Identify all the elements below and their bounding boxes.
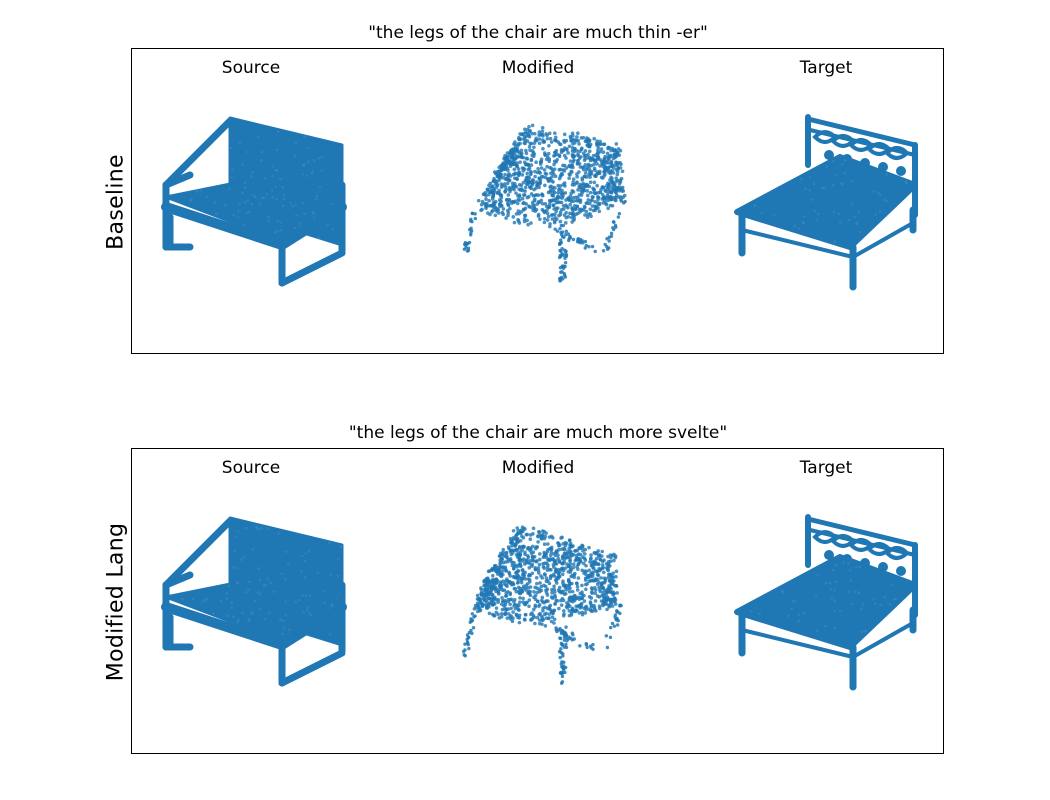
panel-1-source-pointcloud bbox=[161, 116, 347, 287]
panel-2-source-pointcloud bbox=[161, 516, 347, 687]
panel-1-axis-line bbox=[131, 82, 132, 322]
panel-1-title: "the legs of the chair are much thin -er… bbox=[368, 23, 708, 43]
panel-2-title: "the legs of the chair are much more sve… bbox=[348, 423, 728, 443]
panel-1-col-source: Source bbox=[221, 58, 281, 78]
panel-2-col-source: Source bbox=[221, 458, 281, 478]
panel-1-row-label: Baseline bbox=[103, 154, 129, 250]
panel-2-row-label: Modified Lang bbox=[103, 522, 129, 682]
panel-2-col-target: Target bbox=[799, 458, 853, 478]
panel-1-modified-pointcloud bbox=[462, 123, 627, 283]
panel-1-target-pointcloud bbox=[734, 114, 918, 291]
panel-2-axis-line bbox=[131, 482, 132, 722]
panel-1-col-target: Target bbox=[799, 58, 853, 78]
panel-2-modified-pointcloud bbox=[461, 525, 623, 685]
panel-1-col-modified: Modified bbox=[501, 58, 575, 78]
panel-1-row-label-wrap: Baseline bbox=[98, 82, 134, 322]
panel-2-target-pointcloud bbox=[734, 514, 918, 691]
panel-2-row-label-wrap: Modified Lang bbox=[98, 482, 134, 722]
panel-2-col-modified: Modified bbox=[501, 458, 575, 478]
